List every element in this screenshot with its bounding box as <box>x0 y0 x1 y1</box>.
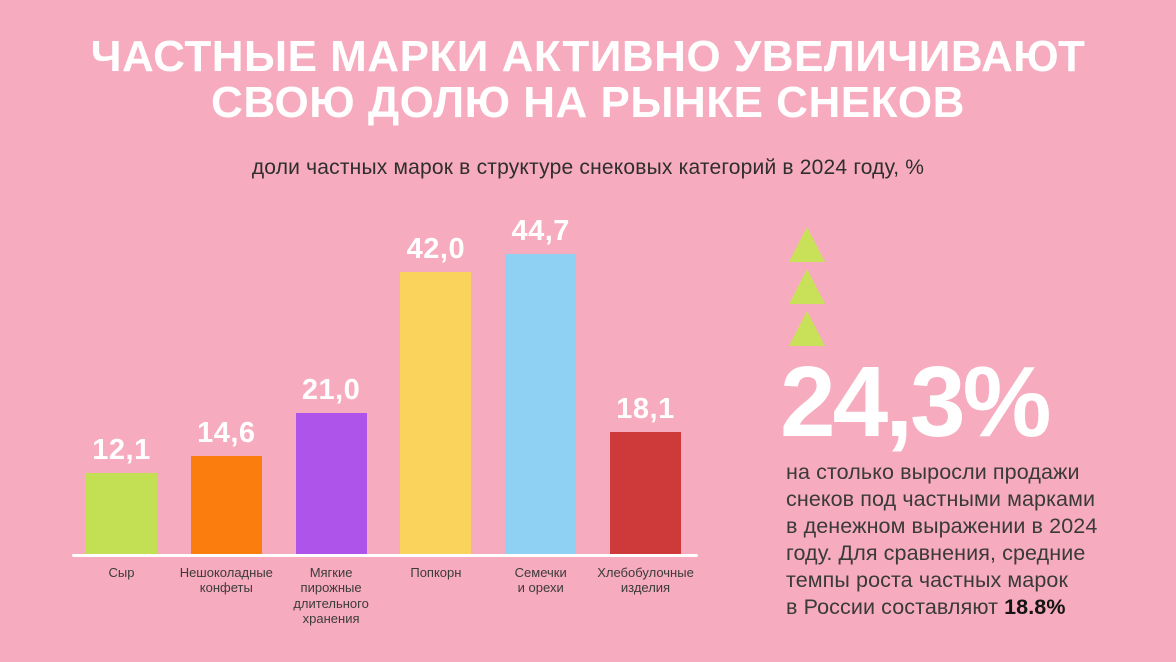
bar-category-label: Попкорн <box>410 565 462 580</box>
bar-category-label: Нешоколадные конфеты <box>179 565 273 596</box>
page-subtitle: доли частных марок в структуре снековых … <box>251 156 925 179</box>
axis-baseline <box>72 554 698 557</box>
bar: 21,0 Мягкие пирожные длительного хранения <box>293 374 369 626</box>
bar: 18,1 Хлебобулочные изделия <box>597 393 694 595</box>
bar-value-label: 42,0 <box>406 232 466 265</box>
triangle-up-icon <box>789 227 825 262</box>
bar-value-label: 14,6 <box>197 416 256 449</box>
page-title: ЧАСТНЫЕ МАРКИ АКТИВНО УВЕЛИЧИВАЮТ СВОЮ Д… <box>90 32 1086 127</box>
bar: 44,7 Семечки и орехи <box>505 215 577 595</box>
bar-category-label: Хлебобулочные изделия <box>597 565 694 596</box>
bar-value-label: 44,7 <box>511 214 570 247</box>
bar-category-label: Семечки и орехи <box>514 565 567 596</box>
bar-category-label: Мягкие пирожные длительного хранения <box>293 565 369 626</box>
up-triangles-icon <box>789 227 825 346</box>
triangle-up-icon <box>789 269 825 304</box>
bar: 14,6 Нешоколадные конфеты <box>180 417 273 595</box>
callout-text-main: на столько выросли продажи снеков под ча… <box>786 460 1098 619</box>
bar-value-label: 21,0 <box>301 373 361 406</box>
bar-value-label: 18,1 <box>616 393 675 426</box>
bar-value-label: 12,1 <box>92 433 151 466</box>
triangle-up-icon <box>789 311 825 346</box>
bar-category-label: Сыр <box>108 565 135 580</box>
growth-percentage: 24,3% <box>780 346 1052 458</box>
bar: 42,0 Попкорн <box>400 233 472 580</box>
comparison-value: 18.8% <box>1004 595 1066 619</box>
callout-text: на столько выросли продажи снеков под ча… <box>786 459 1146 621</box>
bar-chart: 12,1 Сыр 14,6 Нешоколадные конфеты 21,0 Мягки… <box>72 193 700 626</box>
bar: 12,1 Сыр <box>86 434 157 580</box>
